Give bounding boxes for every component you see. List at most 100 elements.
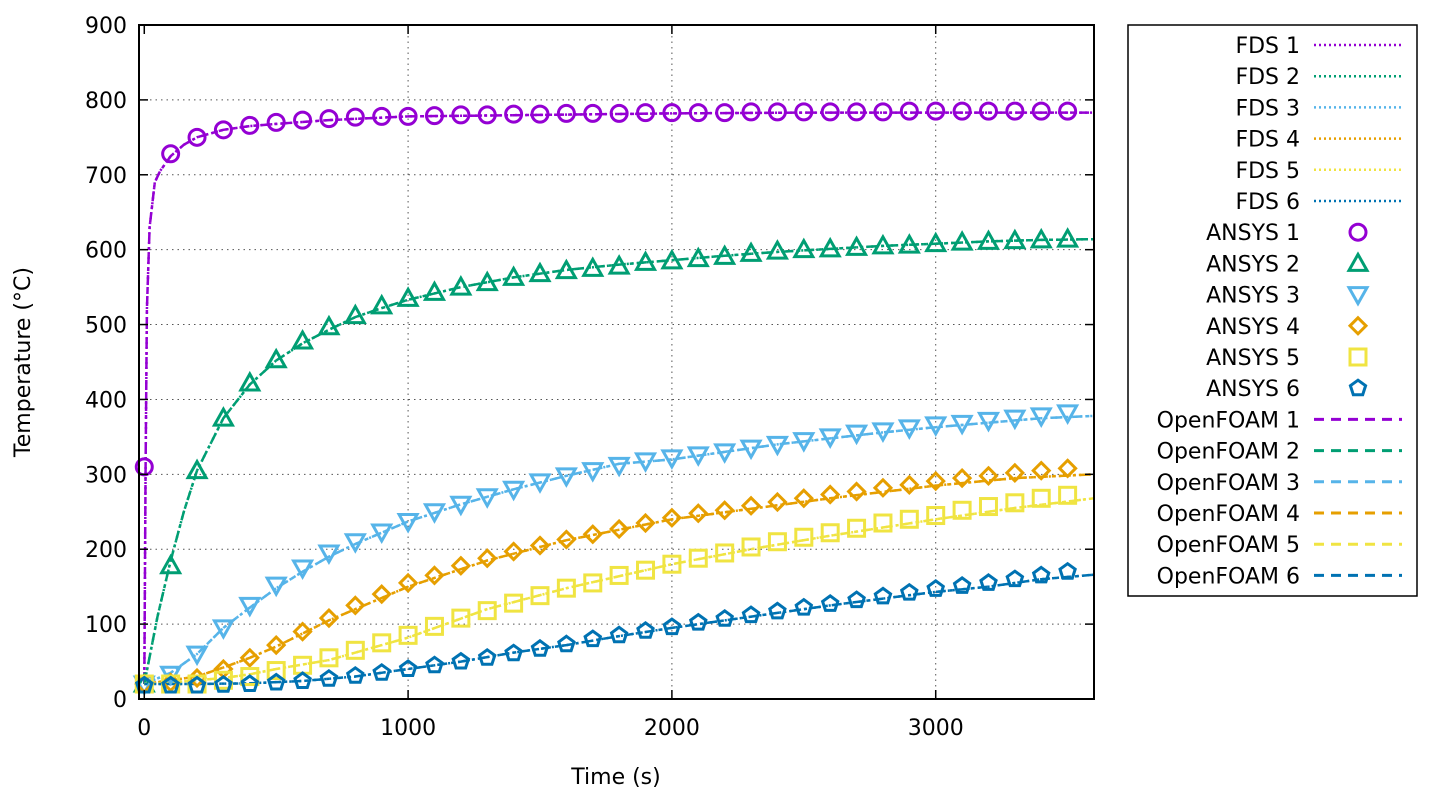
ansys-marker [530,104,550,124]
legend-label: ANSYS 1 [1206,221,1300,246]
ansys-marker [978,101,998,121]
ansys-marker [820,594,840,612]
ansys-marker [530,586,550,606]
ansys-marker [767,491,788,513]
openfoam-line [143,414,1095,686]
ansys-marker [741,537,761,557]
ansys-marker [398,625,418,645]
ansys-marker [767,102,787,122]
ansys-marker [477,601,497,621]
ansys-marker [211,406,235,427]
ansys-marker [686,446,710,467]
legend-box [1127,24,1418,597]
ansys-marker [820,523,840,543]
y-tick-label: 0 [113,688,127,713]
fds-line [143,111,1094,685]
ansys-marker [609,625,629,644]
ansys-marker [345,665,365,684]
ansys-marker [925,470,946,492]
ansys-marker [897,419,921,440]
ansys-marker [556,103,576,123]
ansys-marker [636,560,656,580]
ansys-marker [185,645,209,667]
ansys-marker [976,229,1001,250]
ansys-marker [451,608,471,628]
fds-line [143,237,1095,685]
ansys-marker [240,115,260,135]
ansys-marker [715,543,735,563]
ansys-marker [293,671,312,689]
ansys-marker [765,239,789,260]
ansys-marker [319,668,339,687]
legend-label: ANSYS 5 [1206,346,1300,371]
x-tick-label: 1000 [380,716,436,741]
ansys-marker [924,231,948,253]
ansys-marker [847,518,867,538]
ansys-marker [633,452,658,473]
legend-label: OpenFOAM 5 [1157,533,1300,558]
legend-swatch [1348,222,1368,242]
openfoam-line [144,497,1095,686]
ansys-marker [1058,101,1078,121]
ansys-marker [396,286,420,307]
legend-swatch [1346,286,1370,307]
ansys-marker [424,106,444,126]
ansys-marker [741,102,761,122]
ansys-marker [422,503,447,524]
ansys-marker [264,576,288,598]
fds-line [144,473,1095,686]
ansys-marker [899,101,919,121]
legend-swatch [1347,315,1369,336]
x-tick-label: 3000 [908,716,964,741]
ansys-marker [818,428,842,449]
ansys-marker [847,102,867,122]
ansys-marker [556,578,576,598]
ansys-marker [633,250,658,271]
openfoam-line [143,237,1095,685]
ansys-marker [820,102,840,122]
ansys-marker [1005,569,1025,588]
ansys-marker [318,607,340,629]
ansys-marker [528,473,552,494]
ansys-marker [899,474,920,495]
ansys-marker [185,458,209,480]
ansys-marker [713,443,737,464]
ansys-marker [450,555,471,576]
ansys-marker [424,565,445,586]
legend-label: FDS 5 [1235,159,1300,184]
ansys-marker [1058,485,1078,505]
ansys-marker [715,609,735,627]
ansys-marker [583,629,603,648]
ansys-marker [398,659,418,677]
ansys-marker [187,675,207,694]
ansys-marker [319,109,339,129]
ansys-marker [240,674,260,692]
ansys-marker [635,512,656,534]
ansys-marker [1003,228,1027,250]
y-tick-label: 300 [85,463,127,488]
openfoam-line [144,473,1095,686]
ansys-marker [266,634,287,656]
ansys-marker [529,535,551,556]
ansys-marker [688,612,708,631]
legend-label: ANSYS 6 [1206,377,1300,402]
ansys-marker [317,314,341,336]
ansys-marker [794,102,814,122]
ansys-marker [451,105,471,125]
ansys-marker [845,235,869,256]
ansys-marker [319,648,339,668]
series-lines [143,111,1095,686]
ansys-marker [686,246,710,268]
ansys-marker [583,103,603,123]
ansys-marker [530,638,550,657]
legend-swatch [1348,378,1368,397]
y-tick-label: 100 [85,613,127,638]
ansys-marker [475,270,499,292]
ansys-marker [161,675,181,694]
ansys-marker [292,621,313,642]
legend-label: ANSYS 4 [1206,315,1300,340]
ansys-marker [688,103,708,123]
openfoam-line [143,111,1094,685]
ansys-marker [372,633,392,653]
ansys-marker [475,488,499,509]
